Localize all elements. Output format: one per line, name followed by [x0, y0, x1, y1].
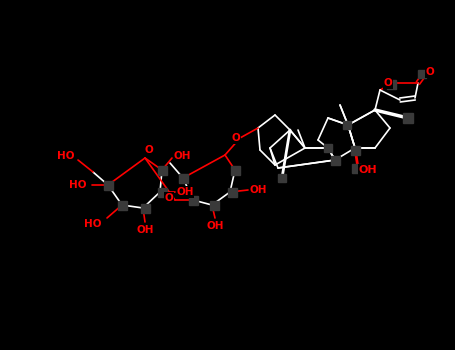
Text: HO: HO [69, 180, 87, 190]
Bar [103, 181, 112, 189]
Bar [352, 163, 360, 173]
Bar [343, 121, 351, 129]
Text: O: O [232, 133, 240, 143]
Text: O: O [425, 67, 435, 77]
Bar [403, 113, 413, 123]
Text: O: O [145, 145, 153, 155]
Bar [386, 79, 395, 89]
Text: O: O [145, 145, 153, 155]
Text: HO: HO [84, 219, 102, 229]
Text: OH: OH [136, 225, 154, 235]
Bar [324, 144, 332, 152]
Text: O: O [232, 133, 240, 143]
Text: OH: OH [176, 187, 194, 197]
Bar [117, 201, 126, 210]
Text: HO: HO [84, 219, 102, 229]
Bar [418, 70, 426, 78]
Text: OH: OH [359, 165, 377, 175]
Text: HO: HO [57, 151, 75, 161]
Text: OH: OH [136, 225, 154, 235]
Bar [350, 146, 359, 154]
Text: O: O [384, 78, 392, 88]
Bar [228, 188, 237, 196]
Text: O: O [165, 193, 173, 203]
Bar [157, 188, 167, 196]
Text: OH: OH [173, 151, 191, 161]
Bar [178, 174, 187, 182]
Bar [141, 203, 150, 212]
Text: O: O [384, 78, 392, 88]
Bar [157, 166, 167, 175]
Text: OH: OH [173, 151, 191, 161]
Text: HO: HO [57, 151, 75, 161]
Bar [278, 174, 286, 182]
Text: HO: HO [69, 180, 87, 190]
Text: OH: OH [176, 187, 194, 197]
Text: OH: OH [206, 221, 224, 231]
Bar [231, 166, 239, 175]
Text: OH: OH [249, 185, 267, 195]
Text: OH: OH [359, 165, 377, 175]
Bar [209, 201, 218, 210]
Text: O: O [425, 67, 435, 77]
Text: OH: OH [206, 221, 224, 231]
Text: OH: OH [249, 185, 267, 195]
Bar [330, 155, 339, 164]
Text: O: O [165, 193, 173, 203]
Bar [188, 196, 197, 204]
